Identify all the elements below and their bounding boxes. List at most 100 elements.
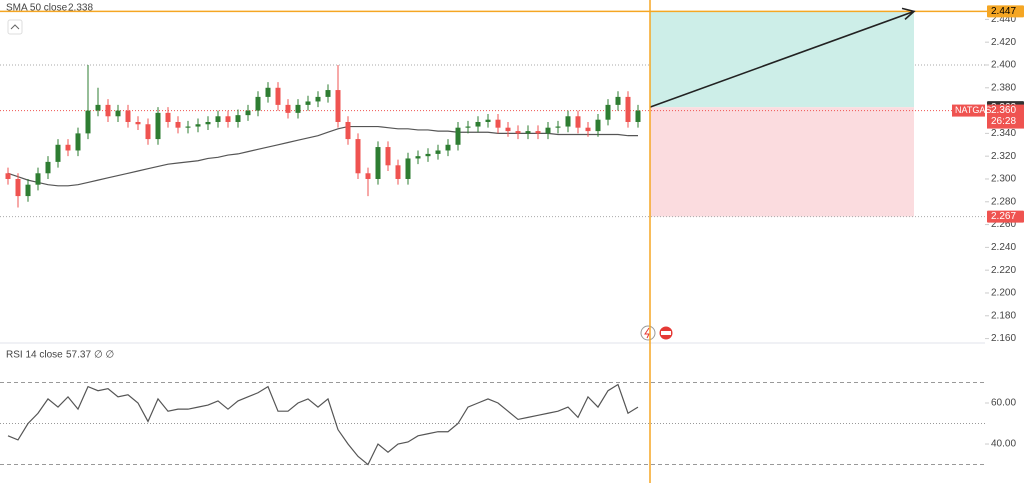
y-tick-label: 2.340 [991, 128, 1016, 139]
candle-body [45, 161, 51, 174]
candle-body [55, 144, 61, 162]
y-tick-label: 2.280 [991, 196, 1016, 207]
candle-body [415, 156, 421, 159]
collapse-icon [10, 24, 20, 30]
arrow-head [901, 7, 916, 20]
price-tag-value: 2.360 [991, 105, 1016, 116]
candle-body [575, 116, 581, 128]
candle-body [525, 131, 531, 134]
candle-body [425, 153, 431, 157]
candle-body [545, 127, 551, 134]
y-tick-label: 2.440 [991, 14, 1016, 25]
candle-body [15, 178, 21, 197]
candle-body [65, 144, 71, 151]
candle-body [5, 173, 11, 179]
candle-body [495, 119, 501, 128]
flash-icon[interactable] [640, 325, 656, 341]
candle-body [185, 126, 191, 128]
candle-body [205, 121, 211, 125]
candle-body [125, 110, 131, 122]
flag-stripe [661, 331, 671, 335]
y-tick-label: 2.180 [991, 310, 1016, 321]
y-tick-label: 2.260 [991, 219, 1016, 230]
candle-body [615, 96, 621, 105]
symbol-tag: NATGAS [955, 105, 991, 115]
candle-body [345, 121, 351, 140]
y-tick-label: 2.220 [991, 265, 1016, 276]
candle-body [295, 104, 301, 113]
flash-glyph [644, 327, 650, 339]
candle-body [445, 144, 451, 151]
y-tick-label: 2.300 [991, 174, 1016, 185]
candle-body [515, 131, 521, 134]
sma-legend-value: 2.338 [68, 3, 93, 14]
candle-body [95, 104, 101, 111]
candle-body [255, 96, 261, 111]
y-tick-label: 2.400 [991, 60, 1016, 71]
y-tick-label: 2.240 [991, 242, 1016, 253]
y-tick-label: 2.160 [991, 333, 1016, 344]
candle-body [225, 116, 231, 122]
candle-body [245, 110, 251, 116]
sma-legend-label: SMA 50 close [6, 3, 68, 14]
candle-body [145, 124, 151, 140]
stop-label-bg [987, 210, 1024, 223]
rsi-legend-extra: ∅ ∅ [94, 350, 114, 361]
y-tick-label: 2.420 [991, 37, 1016, 48]
sma-line [7, 125, 638, 187]
target-label-bg [987, 5, 1024, 18]
candle-body [285, 104, 291, 113]
target-label: 2.447 [991, 6, 1016, 17]
candle-body [325, 90, 331, 97]
price-tag-countdown: 26:28 [991, 116, 1016, 127]
candle-body [475, 121, 481, 127]
y-tick-label: 2.380 [991, 82, 1016, 93]
candle-body [85, 110, 91, 134]
y-tick-label: 2.200 [991, 288, 1016, 299]
candle-body [115, 110, 121, 117]
candle-body [215, 116, 221, 122]
candle-body [25, 184, 31, 197]
loss-zone [650, 107, 914, 217]
rsi-legend-label: RSI 14 close [6, 350, 63, 361]
candle-body [395, 165, 401, 179]
collapse-button[interactable] [7, 19, 23, 35]
candle-body [35, 173, 41, 185]
candle-body [155, 112, 161, 140]
rsi-legend-value: 57.37 [66, 350, 91, 361]
candle-body [385, 147, 391, 166]
position-arrow [649, 10, 915, 108]
candle-body [565, 116, 571, 127]
candle-body [505, 127, 511, 132]
price-tag-bg [987, 104, 1024, 129]
candle-body [635, 110, 641, 122]
candle-body [465, 126, 471, 128]
candle-body [535, 131, 541, 134]
candle-body [595, 119, 601, 132]
rsi-line [7, 383, 639, 466]
candle-body [105, 104, 111, 117]
candle-body [485, 119, 491, 122]
stop-label: 2.267 [991, 211, 1016, 222]
candle-body [455, 127, 461, 145]
symbol-tag-bg [952, 104, 985, 117]
candle-body [235, 115, 241, 122]
candle-body [315, 96, 321, 102]
candle-body [405, 158, 411, 179]
candle-body [165, 112, 171, 122]
candle-body [585, 127, 591, 132]
candle-body [75, 133, 81, 151]
candle-body [275, 87, 281, 105]
candle-body [625, 96, 631, 122]
y-tick-label: 2.320 [991, 151, 1016, 162]
candle-body [305, 101, 311, 105]
candle-body [435, 150, 441, 154]
y-tick-label: 40.00 [991, 439, 1016, 450]
candle-body [555, 126, 561, 128]
y-tick-label: 60.00 [991, 398, 1016, 409]
candle-body [265, 87, 271, 97]
candle-body [335, 90, 341, 122]
candle-body [135, 121, 141, 125]
